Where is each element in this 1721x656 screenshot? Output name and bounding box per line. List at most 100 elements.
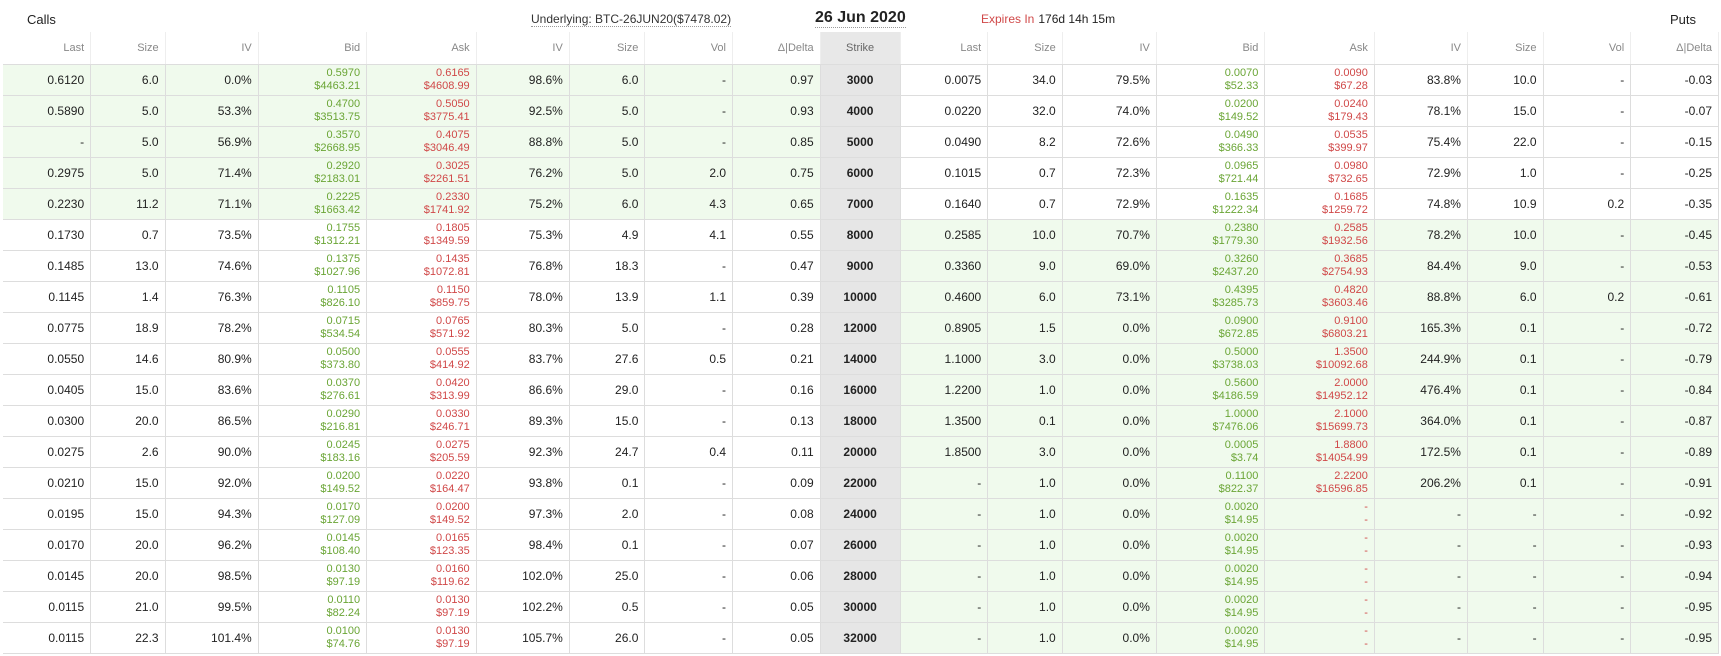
call-bid-price[interactable]: 0.0110 $82.24 [258, 591, 368, 623]
call-ask-price[interactable]: 0.0200 $149.52 [366, 498, 477, 530]
col-put-delta[interactable]: Δ|Delta [1630, 32, 1719, 65]
call-bid-price[interactable]: 0.2225 $1663.42 [258, 188, 368, 220]
put-ask-price[interactable]: 0.0090 $67.28 [1264, 64, 1375, 96]
table-row[interactable]: 0.0115 22.3 101.4% 0.0100 $74.76 0.0130 $97.19… [3, 622, 1719, 654]
col-put-iv-ask[interactable]: IV [1374, 32, 1468, 65]
put-bid-price[interactable]: 0.0020 $14.95 [1156, 560, 1266, 592]
put-bid-price[interactable]: 0.0020 $14.95 [1156, 591, 1266, 623]
table-row[interactable]: 0.1145 1.4 76.3% 0.1105 $826.10 0.1150 $859.75… [3, 281, 1719, 313]
call-bid-price[interactable]: 0.0200 $149.52 [258, 467, 368, 499]
table-row[interactable]: 0.0405 15.0 83.6% 0.0370 $276.61 0.0420 $313.9… [3, 374, 1719, 406]
table-row[interactable]: 0.6120 6.0 0.0% 0.5970 $4463.21 0.6165 $4608.9… [3, 64, 1719, 96]
call-bid-price[interactable]: 0.0715 $534.54 [258, 312, 368, 344]
call-ask-price[interactable]: 0.0130 $97.19 [366, 591, 477, 623]
put-ask-price[interactable]: 0.0535 $399.97 [1264, 126, 1375, 158]
put-bid-price[interactable]: 0.0965 $721.44 [1156, 157, 1266, 189]
put-bid-price[interactable]: 0.0005 $3.74 [1156, 436, 1266, 468]
call-ask-price[interactable]: 0.1150 $859.75 [366, 281, 477, 313]
put-ask-price[interactable]: -- [1264, 498, 1375, 530]
put-ask-price[interactable]: 0.1685 $1259.72 [1264, 188, 1375, 220]
put-ask-price[interactable]: 2.0000 $14952.12 [1264, 374, 1375, 406]
put-bid-price[interactable]: 1.0000 $7476.06 [1156, 405, 1266, 437]
col-call-iv-ask[interactable]: IV [476, 32, 570, 65]
put-ask-price[interactable]: 0.0980 $732.65 [1264, 157, 1375, 189]
table-row[interactable]: 0.2975 5.0 71.4% 0.2920 $2183.01 0.3025 $2261.… [3, 157, 1719, 189]
put-ask-price[interactable]: -- [1264, 529, 1375, 561]
put-bid-price[interactable]: 0.0020 $14.95 [1156, 529, 1266, 561]
call-ask-price[interactable]: 0.0275 $205.59 [366, 436, 477, 468]
call-bid-price[interactable]: 0.0170 $127.09 [258, 498, 368, 530]
table-row[interactable]: 0.2230 11.2 71.1% 0.2225 $1663.42 0.2330 $1741… [3, 188, 1719, 220]
underlying-label[interactable]: Underlying: BTC-26JUN20($7478.02) [531, 12, 732, 27]
col-call-iv-bid[interactable]: IV [165, 32, 259, 65]
col-call-vol[interactable]: Vol [644, 32, 733, 65]
col-call-last[interactable]: Last [3, 32, 92, 65]
put-bid-price[interactable]: 0.0900 $672.85 [1156, 312, 1266, 344]
col-call-size-ask[interactable]: Size [569, 32, 646, 65]
call-bid-price[interactable]: 0.1375 $1027.96 [258, 250, 368, 282]
put-bid-price[interactable]: 0.0490 $366.33 [1156, 126, 1266, 158]
table-row[interactable]: 0.0170 20.0 96.2% 0.0145 $108.40 0.0165 $123.3… [3, 529, 1719, 561]
put-bid-price[interactable]: 0.5600 $4186.59 [1156, 374, 1266, 406]
put-ask-price[interactable]: 1.8800 $14054.99 [1264, 436, 1375, 468]
put-ask-price[interactable]: 1.3500 $10092.68 [1264, 343, 1375, 375]
put-ask-price[interactable]: 2.2200 $16596.85 [1264, 467, 1375, 499]
put-ask-price[interactable]: -- [1264, 622, 1375, 654]
col-put-last[interactable]: Last [900, 32, 989, 65]
put-ask-price[interactable]: 0.2585 $1932.56 [1264, 219, 1375, 251]
col-call-bid[interactable]: Bid [258, 32, 368, 65]
call-bid-price[interactable]: 0.1755 $1312.21 [258, 219, 368, 251]
put-ask-price[interactable]: -- [1264, 560, 1375, 592]
call-ask-price[interactable]: 0.0160 $119.62 [366, 560, 477, 592]
put-bid-price[interactable]: 0.1100 $822.37 [1156, 467, 1266, 499]
col-put-bid[interactable]: Bid [1156, 32, 1266, 65]
table-row[interactable]: 0.0775 18.9 78.2% 0.0715 $534.54 0.0765 $571.9… [3, 312, 1719, 344]
table-row[interactable]: 0.0275 2.6 90.0% 0.0245 $183.16 0.0275 $205.59… [3, 436, 1719, 468]
col-call-delta[interactable]: Δ|Delta [732, 32, 821, 65]
table-row[interactable]: 0.5890 5.0 53.3% 0.4700 $3513.75 0.5050 $3775.… [3, 95, 1719, 127]
table-row[interactable]: 0.0550 14.6 80.9% 0.0500 $373.80 0.0555 $414.9… [3, 343, 1719, 375]
call-bid-price[interactable]: 0.0290 $216.81 [258, 405, 368, 437]
call-ask-price[interactable]: 0.0330 $246.71 [366, 405, 477, 437]
table-row[interactable]: 0.0210 15.0 92.0% 0.0200 $149.52 0.0220 $164.4… [3, 467, 1719, 499]
table-row[interactable]: 0.0145 20.0 98.5% 0.0130 $97.19 0.0160 $119.62… [3, 560, 1719, 592]
put-ask-price[interactable]: 0.9100 $6803.21 [1264, 312, 1375, 344]
call-ask-price[interactable]: 0.1435 $1072.81 [366, 250, 477, 282]
put-ask-price[interactable]: -- [1264, 591, 1375, 623]
table-row[interactable]: 0.0195 15.0 94.3% 0.0170 $127.09 0.0200 $149.5… [3, 498, 1719, 530]
col-call-size-bid[interactable]: Size [90, 32, 166, 65]
call-ask-price[interactable]: 0.0220 $164.47 [366, 467, 477, 499]
col-put-size-ask[interactable]: Size [1467, 32, 1544, 65]
call-ask-price[interactable]: 0.0420 $313.99 [366, 374, 477, 406]
call-bid-price[interactable]: 0.2920 $2183.01 [258, 157, 368, 189]
call-ask-price[interactable]: 0.0165 $123.35 [366, 529, 477, 561]
call-bid-price[interactable]: 0.0130 $97.19 [258, 560, 368, 592]
put-ask-price[interactable]: 0.0240 $179.43 [1264, 95, 1375, 127]
table-row[interactable]: 0.1485 13.0 74.6% 0.1375 $1027.96 0.1435 $1072… [3, 250, 1719, 282]
call-ask-price[interactable]: 0.4075 $3046.49 [366, 126, 477, 158]
call-ask-price[interactable]: 0.1805 $1349.59 [366, 219, 477, 251]
col-strike[interactable]: Strike [820, 32, 901, 65]
put-bid-price[interactable]: 0.0020 $14.95 [1156, 622, 1266, 654]
table-row[interactable]: -5.0 56.9% 0.3570 $2668.95 0.4075 $3046.49 88.… [3, 126, 1719, 158]
table-row[interactable]: 0.0115 21.0 99.5% 0.0110 $82.24 0.0130 $97.19 1… [3, 591, 1719, 623]
call-bid-price[interactable]: 0.0145 $108.40 [258, 529, 368, 561]
call-ask-price[interactable]: 0.3025 $2261.51 [366, 157, 477, 189]
call-ask-price[interactable]: 0.0130 $97.19 [366, 622, 477, 654]
put-ask-price[interactable]: 2.1000 $15699.73 [1264, 405, 1375, 437]
put-bid-price[interactable]: 0.5000 $3738.03 [1156, 343, 1266, 375]
call-bid-price[interactable]: 0.0245 $183.16 [258, 436, 368, 468]
table-row[interactable]: 0.0300 20.0 86.5% 0.0290 $216.81 0.0330 $246.7… [3, 405, 1719, 437]
table-row[interactable]: 0.1730 0.7 73.5% 0.1755 $1312.21 0.1805 $1349.… [3, 219, 1719, 251]
put-bid-price[interactable]: 0.1635 $1222.34 [1156, 188, 1266, 220]
put-bid-price[interactable]: 0.4395 $3285.73 [1156, 281, 1266, 313]
call-bid-price[interactable]: 0.0370 $276.61 [258, 374, 368, 406]
call-bid-price[interactable]: 0.3570 $2668.95 [258, 126, 368, 158]
put-ask-price[interactable]: 0.3685 $2754.93 [1264, 250, 1375, 282]
put-bid-price[interactable]: 0.0200 $149.52 [1156, 95, 1266, 127]
put-bid-price[interactable]: 0.0070 $52.33 [1156, 64, 1266, 96]
col-put-iv-bid[interactable]: IV [1062, 32, 1157, 65]
put-bid-price[interactable]: 0.3260 $2437.20 [1156, 250, 1266, 282]
col-put-ask[interactable]: Ask [1264, 32, 1375, 65]
call-bid-price[interactable]: 0.1105 $826.10 [258, 281, 368, 313]
